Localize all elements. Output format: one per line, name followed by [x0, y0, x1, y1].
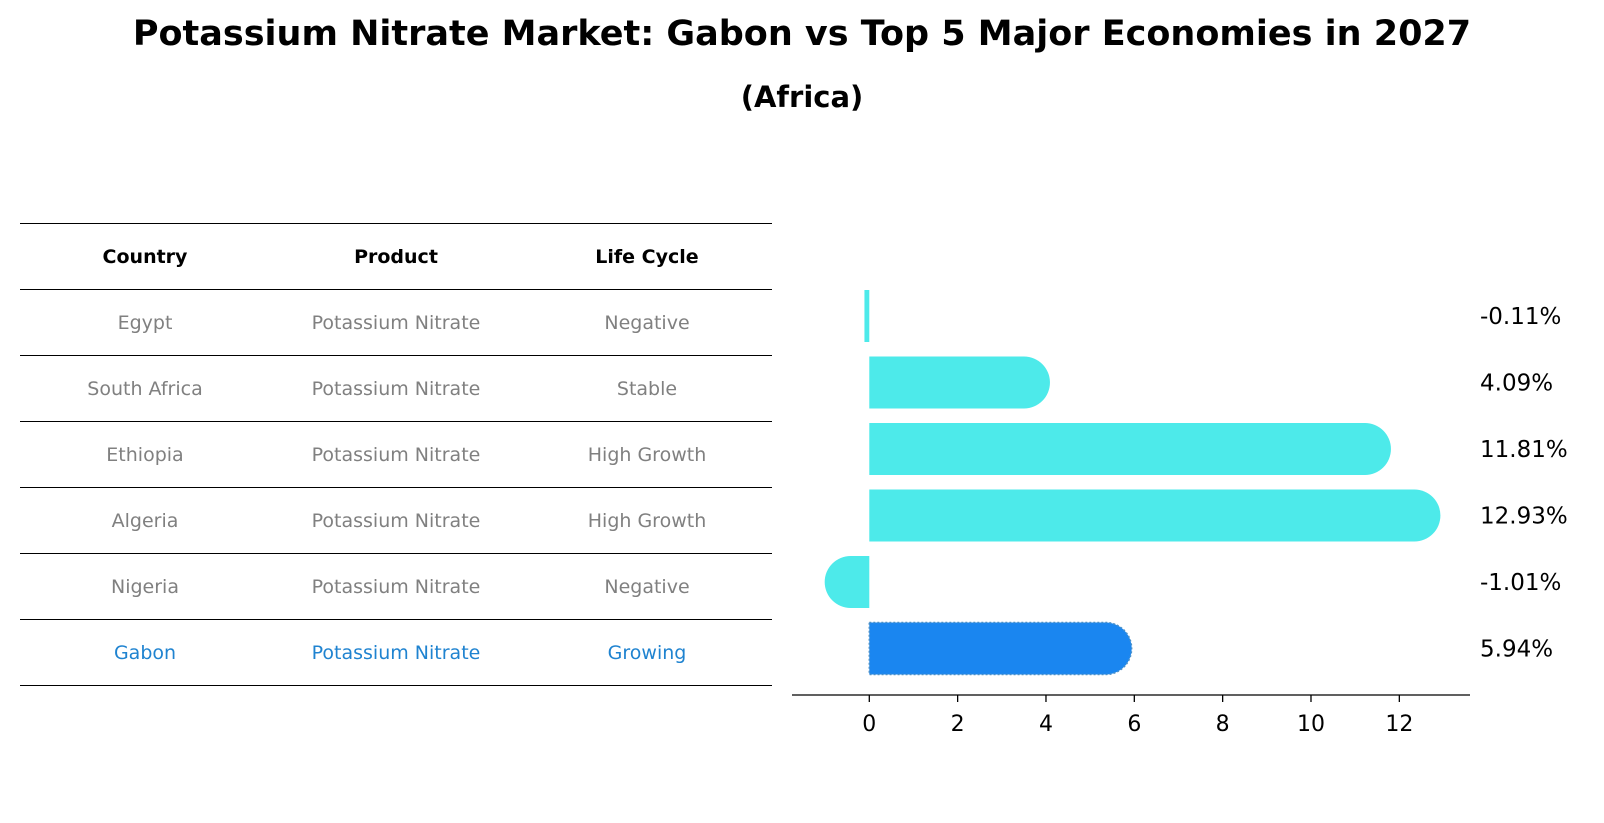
table-row: Ethiopia Potassium Nitrate High Growth	[20, 421, 772, 487]
table-row: Egypt Potassium Nitrate Negative	[20, 289, 772, 355]
x-tick-label: 2	[951, 712, 965, 737]
cell-life-cycle: Stable	[616, 377, 678, 400]
cell-product: Potassium Nitrate	[311, 575, 481, 598]
cell-country: Nigeria	[111, 575, 179, 598]
value-label: -1.01%	[1480, 570, 1561, 596]
cell-country: Ethiopia	[106, 443, 184, 466]
cell-product: Potassium Nitrate	[311, 311, 481, 334]
table-row: Nigeria Potassium Nitrate Negative	[20, 553, 772, 619]
chart-title: Potassium Nitrate Market: Gabon vs Top 5…	[132, 14, 1472, 54]
bar-nigeria	[824, 556, 870, 608]
cell-product: Potassium Nitrate	[311, 641, 481, 664]
cell-country: Gabon	[113, 641, 177, 664]
header-country: Country	[102, 245, 188, 268]
cell-life-cycle: High Growth	[587, 443, 707, 466]
bar-south-africa	[869, 356, 1050, 409]
cell-life-cycle: Negative	[604, 575, 690, 598]
table-row: South Africa Potassium Nitrate Stable	[20, 355, 772, 421]
cell-product: Potassium Nitrate	[311, 443, 481, 466]
value-label: 11.81%	[1480, 437, 1568, 463]
chart-subtitle: (Africa)	[740, 80, 864, 114]
cell-product: Potassium Nitrate	[311, 377, 481, 400]
x-tick-label: 6	[1127, 712, 1141, 737]
x-tick-label: 12	[1385, 712, 1413, 737]
cell-country: Algeria	[111, 509, 179, 532]
x-tick-label: 4	[1039, 712, 1053, 737]
x-tick-label: 8	[1216, 712, 1230, 737]
table-row-highlight: Gabon Potassium Nitrate Growing	[20, 619, 772, 686]
value-label: 4.09%	[1480, 371, 1553, 397]
cell-life-cycle: Growing	[607, 641, 687, 664]
cell-life-cycle: High Growth	[587, 509, 707, 532]
x-tick-label: 10	[1297, 712, 1325, 737]
x-tick-label: 0	[862, 712, 876, 737]
bar-gabon	[868, 621, 1133, 676]
cell-life-cycle: Negative	[604, 311, 690, 334]
cell-country: South Africa	[87, 377, 203, 400]
table-row: Algeria Potassium Nitrate High Growth	[20, 487, 772, 553]
header-life-cycle: Life Cycle	[595, 245, 699, 268]
data-table: Country Product Life Cycle Egypt Potassi…	[20, 223, 772, 686]
bar-egypt	[864, 290, 870, 342]
cell-product: Potassium Nitrate	[311, 509, 481, 532]
value-label: 5.94%	[1480, 637, 1553, 663]
cell-country: Egypt	[117, 311, 173, 334]
value-label: -0.11%	[1480, 304, 1561, 330]
table-header-row: Country Product Life Cycle	[20, 223, 772, 289]
bar-algeria	[869, 489, 1441, 542]
value-label: 12.93%	[1480, 504, 1568, 530]
bar-ethiopia	[869, 423, 1391, 475]
header-product: Product	[354, 245, 438, 268]
